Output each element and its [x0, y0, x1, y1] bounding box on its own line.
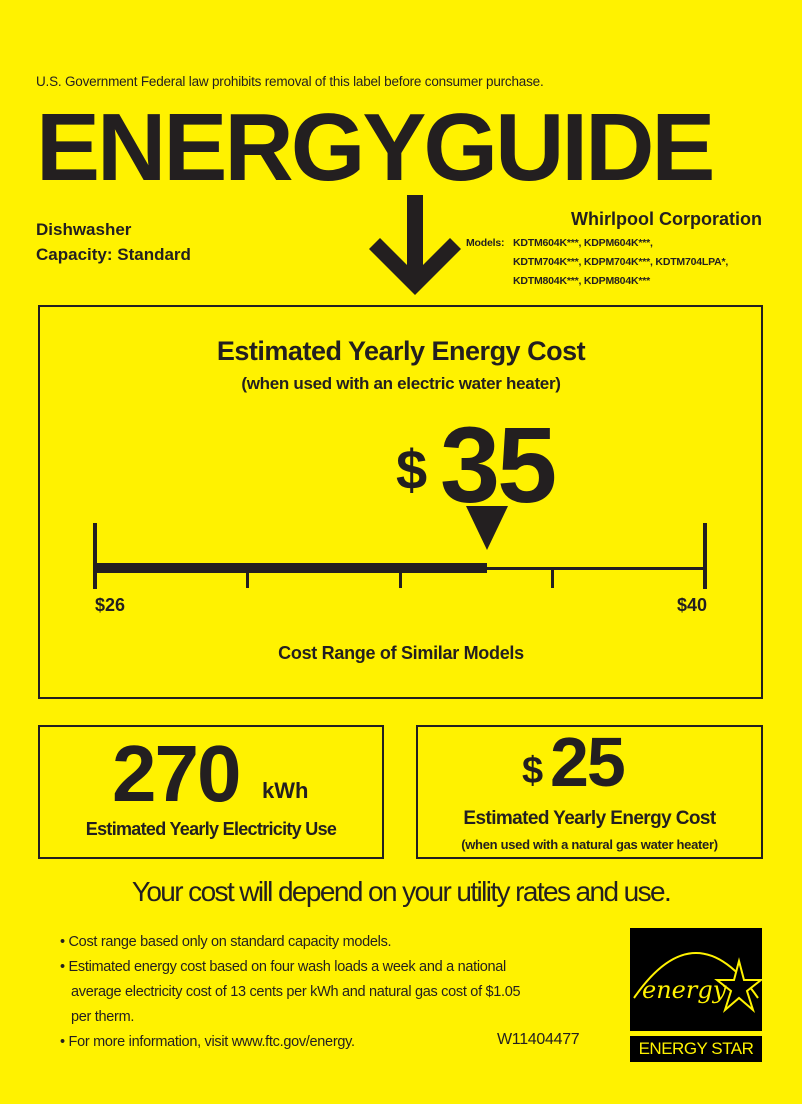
federal-notice: U.S. Government Federal law prohibits re…	[36, 74, 544, 89]
bullet-item: • For more information, visit www.ftc.go…	[60, 1034, 355, 1050]
range-label: Cost Range of Similar Models	[278, 643, 524, 663]
bullet-item: • Estimated energy cost based on four wa…	[60, 959, 506, 975]
scale-filled-bar	[95, 563, 488, 573]
gas-currency: $	[522, 750, 544, 792]
label-code: W11404477	[497, 1031, 580, 1048]
electricity-use-panel	[38, 725, 384, 859]
electricity-label: Estimated Yearly Electricity Use	[85, 819, 337, 839]
scale-tick	[398, 568, 402, 588]
kwh-unit: kWh	[262, 778, 309, 803]
model-list: KDTM604K***, KDPM604K***, KDTM704K***, K…	[513, 237, 729, 287]
currency-symbol: $	[396, 438, 428, 501]
main-cost-panel	[38, 305, 763, 699]
main-title: Estimated Yearly Energy Cost	[216, 336, 586, 366]
bullet-item: • Cost range based only on standard capa…	[60, 934, 392, 950]
cost-pointer-icon	[466, 506, 509, 550]
gas-sublabel: (when used with a natural gas water heat…	[461, 837, 718, 852]
energy-star-icon: energy	[630, 928, 762, 1031]
footer-headline: Your cost will depend on your utility ra…	[131, 876, 672, 907]
gas-cost-panel	[416, 725, 763, 859]
main-subtitle: (when used with an electric water heater…	[241, 374, 561, 393]
energy-star-logo: energy ENERGY STAR	[630, 928, 762, 1062]
manufacturer: Whirlpool Corporation	[571, 209, 762, 229]
range-max: $40	[676, 595, 707, 615]
footer-notes: • Cost range based only on standard capa…	[60, 930, 521, 1055]
yearly-cost: 35	[440, 404, 557, 525]
arrow-down-icon	[369, 195, 461, 295]
gas-cost-value: 25	[550, 723, 626, 801]
capacity: Capacity: Standard	[36, 245, 191, 264]
scale-line	[487, 567, 705, 570]
energyguide-logo: ENERGYGUIDE	[36, 94, 715, 201]
energy-star-text: ENERGY STAR	[630, 1036, 762, 1062]
range-min: $26	[95, 595, 126, 615]
appliance-type: Dishwasher	[36, 220, 132, 239]
kwh-value: 270	[112, 729, 241, 818]
models: Models: KDTM604K***, KDPM604K***, KDTM70…	[466, 234, 728, 287]
scale-tick	[246, 568, 249, 588]
scale-left-end	[93, 523, 97, 589]
gas-label: Estimated Yearly Energy Cost	[463, 808, 716, 829]
scale-right-end	[703, 523, 707, 589]
scale-tick	[551, 568, 554, 588]
